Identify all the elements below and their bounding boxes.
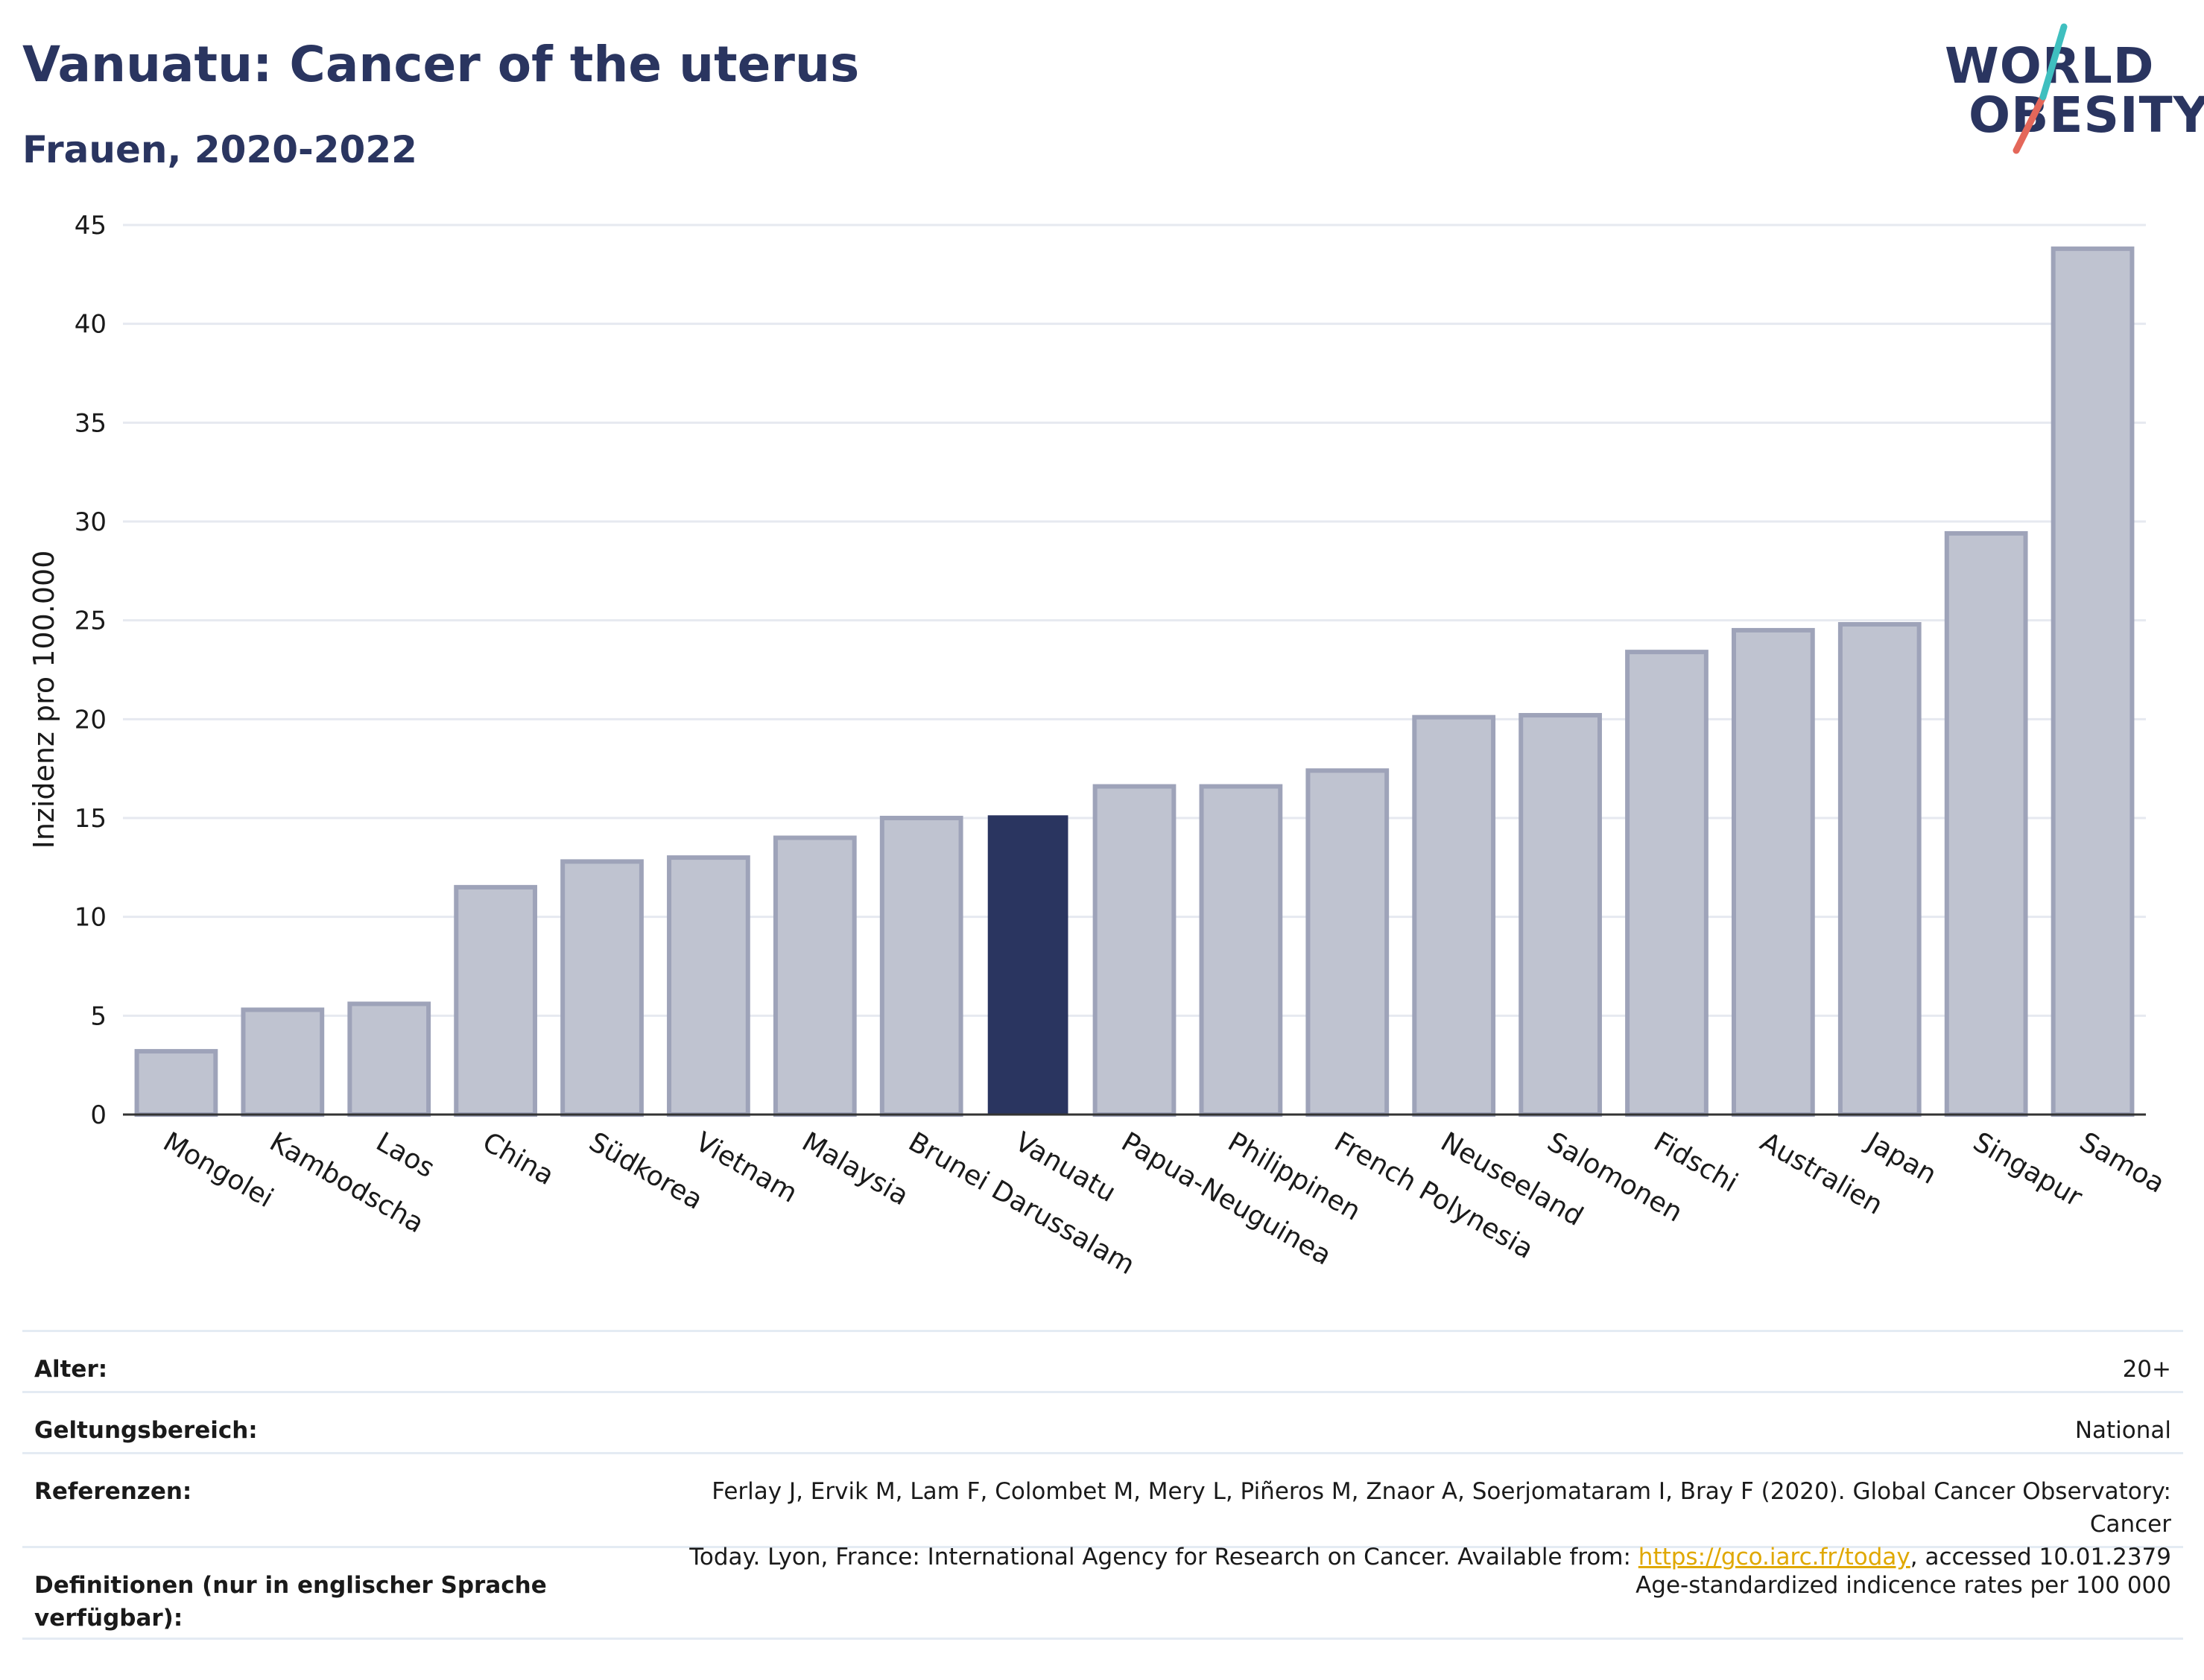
y-tick-label: 10 (75, 903, 107, 933)
reference-link[interactable]: https://gco.iarc.fr/today (1638, 1544, 1910, 1570)
x-tick-label: Samoa (2074, 1126, 2170, 1199)
meta-label-scope: Geltungsbereich: (34, 1417, 258, 1444)
bar-mongolei (134, 1049, 218, 1118)
meta-label-references: Referenzen: (34, 1478, 192, 1505)
bar-china (454, 884, 538, 1117)
x-tick-label: Japan (1861, 1126, 1942, 1191)
bar-s-dkorea (560, 859, 644, 1118)
bar-samoa (2051, 246, 2135, 1118)
bar-papua-neuguinea (1092, 784, 1177, 1118)
meta-value-definitions: Age-standardized indicence rates per 100… (1635, 1572, 2171, 1599)
reference-text-line1: Ferlay J, Ervik M, Lam F, Colombet M, Me… (712, 1478, 2171, 1538)
y-tick-label: 15 (75, 804, 107, 834)
meta-label-age: Alter: (34, 1356, 108, 1383)
meta-value-age: 20+ (2122, 1356, 2171, 1383)
meta-row-references: Referenzen: Ferlay J, Ervik M, Lam F, Co… (22, 1452, 2183, 1570)
bar-vietnam (667, 855, 750, 1117)
x-tick-label: Südkorea (584, 1126, 708, 1216)
bar-french-polynesia (1305, 768, 1390, 1117)
meta-row-scope: Geltungsbereich: National (22, 1391, 2183, 1452)
meta-row-age: Alter: 20+ (22, 1330, 2183, 1391)
x-tick-label: Mongolei (158, 1126, 279, 1214)
x-tick-label: China (478, 1126, 560, 1191)
y-tick-label: 20 (75, 705, 107, 735)
bar-chart: 0 5 10 15 20 25 30 35 40 45 Inzidenz pro 100.000 Mo… (28, 211, 2170, 1281)
bar-kambodscha (241, 1007, 325, 1117)
y-axis-title: Inzidenz pro 100.000 (28, 551, 60, 849)
bar-japan (1837, 621, 1922, 1117)
bar-malaysia (773, 835, 857, 1117)
bar-laos (347, 1001, 431, 1117)
meta-label-definitions: Definitionen (nur in englischer Sprache … (34, 1572, 547, 1632)
logo-word-obesity: OBESITY (1969, 86, 2204, 144)
x-tick-label: French Polynesia (1329, 1126, 1539, 1265)
reference-text-line2: Today. Lyon, France: International Agenc… (689, 1544, 1638, 1570)
y-tick-label: 40 (75, 310, 107, 340)
meta-value-scope: National (2074, 1417, 2171, 1444)
y-tick-label: 45 (75, 211, 107, 241)
metadata-table: Alter: 20+ Geltungsbereich: National Ref… (22, 1330, 2183, 1640)
x-tick-label: Malaysia (797, 1126, 913, 1211)
bar-fidschi (1625, 650, 1709, 1117)
bar-australien (1731, 627, 1815, 1117)
page-title: Vanuatu: Cancer of the uterus (22, 36, 860, 93)
y-tick-label: 35 (75, 408, 107, 438)
y-tick-label: 5 (90, 1001, 107, 1031)
y-tick-label: 0 (90, 1100, 107, 1130)
x-tick-label: Vietnam (690, 1126, 802, 1209)
bar-philippinen (1199, 784, 1283, 1118)
bar-vanuatu (987, 815, 1068, 1115)
reference-accessed: , accessed 10.01.2379 (1910, 1544, 2171, 1570)
bar-salomonen (1519, 713, 1602, 1117)
bar-brunei-darussalam (879, 816, 963, 1117)
page-subtitle: Frauen, 2020-2022 (22, 128, 417, 171)
meta-row-definitions: Definitionen (nur in englischer Sprache … (22, 1546, 2183, 1640)
logo-slash-icon (2013, 23, 2068, 154)
x-tick-label: Singapur (1968, 1126, 2087, 1213)
x-tick-label: Laos (371, 1126, 440, 1184)
meta-value-references: Ferlay J, Ervik M, Lam F, Colombet M, Me… (644, 1475, 2171, 1573)
bar-neuseeland (1412, 714, 1496, 1117)
world-obesity-logo: WORLD OBESITY (1945, 22, 2204, 156)
bar-singapur (1944, 530, 2028, 1118)
y-tick-label: 30 (75, 507, 107, 537)
y-tick-label: 25 (75, 606, 107, 636)
